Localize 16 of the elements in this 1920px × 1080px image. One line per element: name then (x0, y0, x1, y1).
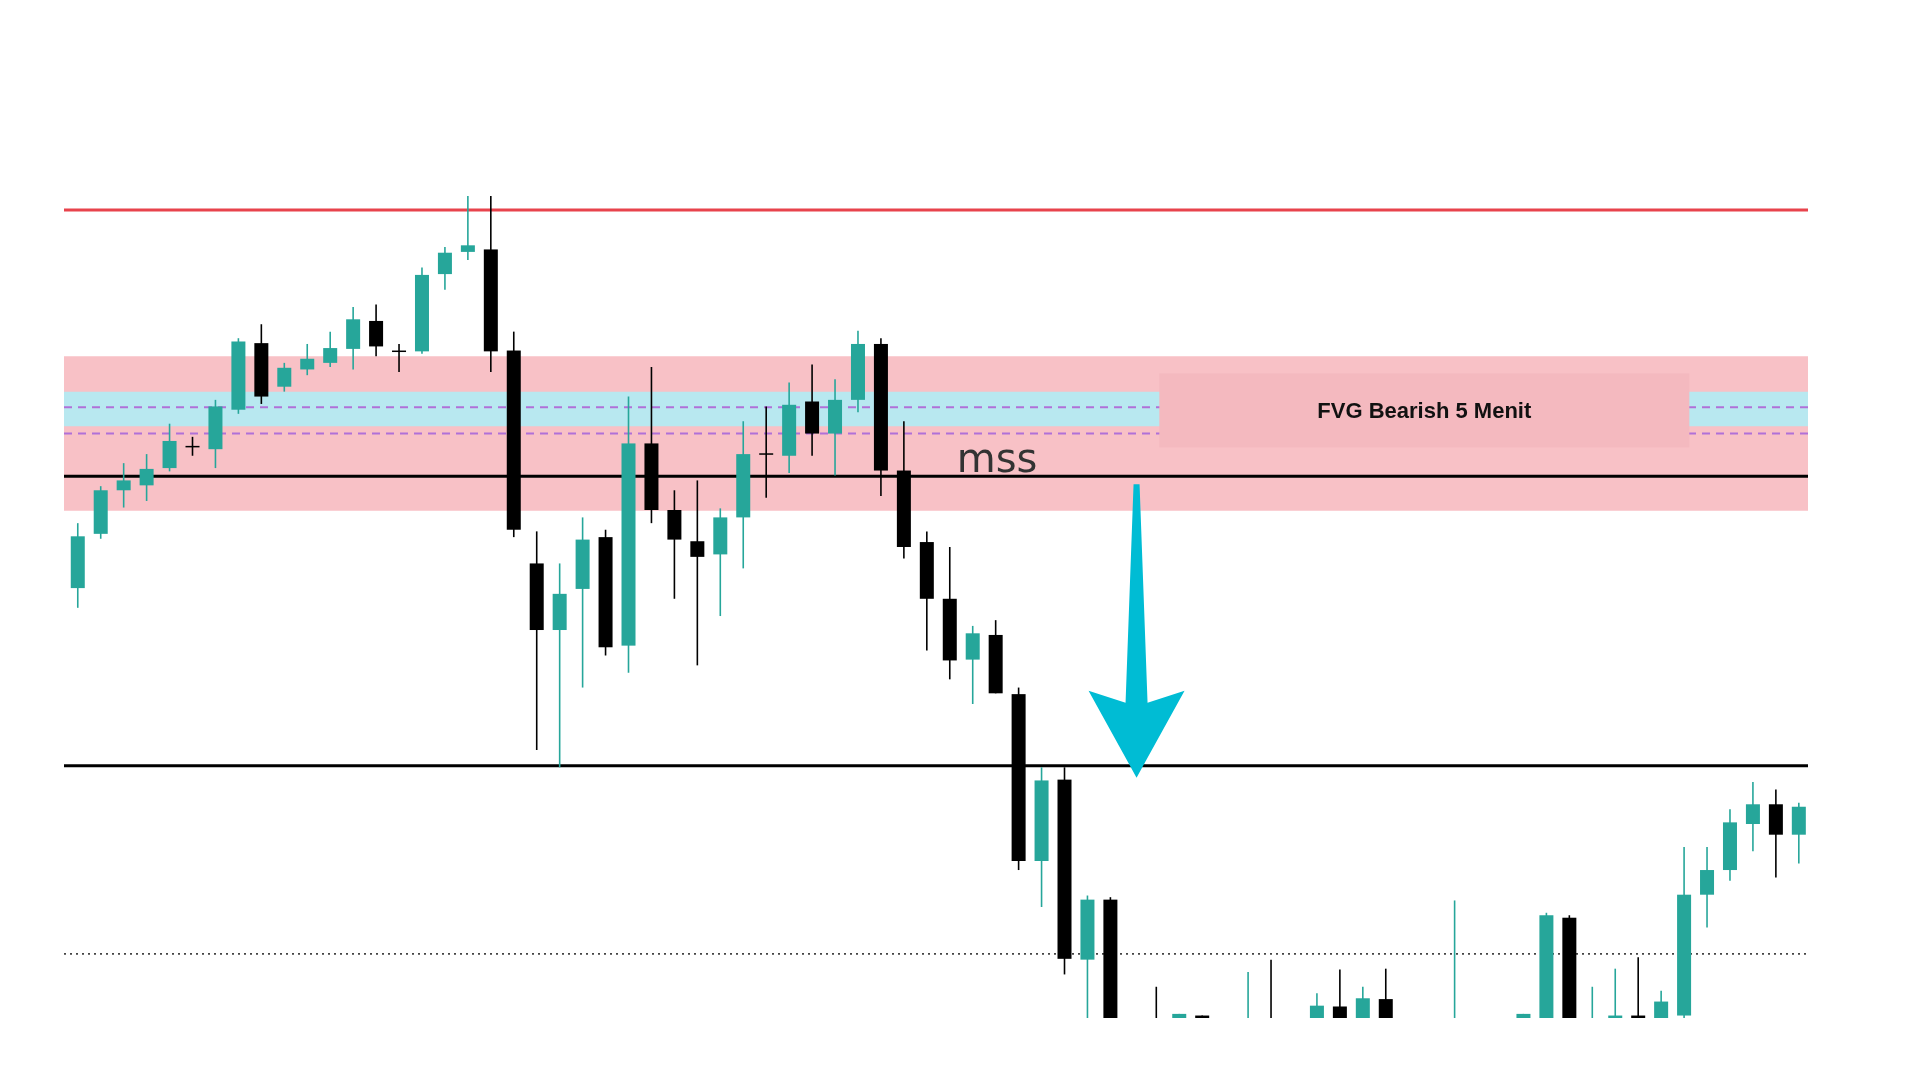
candlestick (460, 196, 475, 261)
ref-line-label: mss (956, 435, 1038, 482)
candlestick (1355, 985, 1370, 1018)
candlestick (1309, 992, 1324, 1018)
candlestick (323, 330, 338, 368)
band-label: FVG Bearish 5 Menit (1317, 397, 1532, 423)
candlestick (139, 453, 154, 502)
candlestick (1654, 990, 1669, 1018)
candlestick (1332, 968, 1347, 1018)
candlestick (300, 343, 315, 376)
candlestick (1378, 967, 1393, 1018)
candlestick (277, 362, 292, 393)
candlestick (690, 479, 705, 667)
candlestick (1745, 781, 1760, 852)
candlestick (116, 462, 131, 509)
candlestick (437, 246, 452, 291)
